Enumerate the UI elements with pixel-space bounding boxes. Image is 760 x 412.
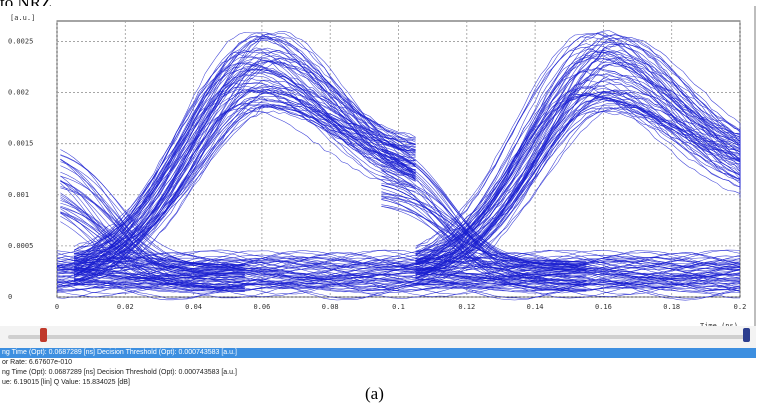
eye-trace [73,88,416,252]
eye-trace [56,252,741,270]
eye-trace [415,57,741,262]
slider-left-handle[interactable] [40,328,47,342]
eye-trace [381,206,587,277]
status-line-decision[interactable]: ng Time (Opt): 0.0687289 [ns] Decision T… [0,368,756,378]
x-tick-label: 0.04 [185,303,202,311]
y-tick-label: 0.0015 [8,140,33,148]
eye-trace [381,165,587,273]
eye-trace [56,279,741,289]
x-tick-label: 0.18 [663,303,680,311]
eye-trace [74,35,416,257]
eye-trace [56,273,741,282]
eye-trace [73,105,416,282]
eye-traces [56,30,741,301]
x-tick-label: 0.14 [527,303,544,311]
slider-track[interactable] [8,335,748,339]
eye-trace [415,55,741,257]
slider-right-handle[interactable] [743,328,750,342]
eye-trace [56,249,741,267]
eye-trace [74,35,416,251]
eye-trace [415,110,741,276]
eye-trace [415,58,741,279]
eye-trace [56,256,741,268]
eye-trace [415,92,741,285]
caption-bottom: (a) [365,384,384,403]
eye-trace [415,46,741,257]
eye-trace [57,268,741,278]
eye-trace [415,34,741,252]
eye-trace [415,34,741,278]
x-tick-label: 0.02 [117,303,134,311]
eye-trace [381,148,587,286]
eye-trace [74,88,416,254]
eye-trace [56,257,741,271]
eye-trace [381,155,587,271]
y-tick-label: 0 [8,293,12,301]
eye-trace [381,196,587,263]
eye-trace [415,104,741,262]
x-tick-label: 0.1 [392,303,405,311]
y-tick-label: 0.001 [8,191,29,199]
eye-trace [73,97,416,271]
eye-trace [74,77,416,261]
eye-trace [60,198,245,281]
y-tick-label: 0.0025 [8,37,33,45]
eye-diagram-window: 0 0.0005 0.001 0.0015 0.002 0.0025 0 0.02 0.04 0… [0,6,756,372]
eye-trace [415,92,741,261]
eye-trace [415,67,741,250]
eye-trace [415,43,741,263]
eye-trace [74,62,416,258]
eye-trace [415,89,741,271]
eye-trace [74,107,416,254]
eye-trace [73,40,416,251]
eye-trace [56,260,741,272]
eye-trace [56,274,741,285]
y-tick-labels: 0 0.0005 0.001 0.0015 0.002 0.0025 [8,37,33,301]
eye-trace [74,68,416,276]
x-tick-labels: 0 0.02 0.04 0.06 0.08 0.1 0.12 0.14 0.16 0.18 0.2 [55,303,746,311]
eye-trace [381,183,587,279]
status-line-decision-selected[interactable]: ng Time (Opt): 0.0687289 [ns] Decision T… [0,348,756,358]
eye-trace [60,187,245,273]
status-line-q-value[interactable]: ue: 6.19015 [lin] Q Value: 15.834025 [dB… [0,378,756,388]
eye-trace [73,69,416,278]
x-tick-label: 0.12 [458,303,475,311]
x-tick-label: 0.06 [253,303,270,311]
time-range-slider[interactable] [0,326,756,348]
eye-trace [381,195,587,266]
eye-trace [56,272,741,290]
eye-trace [74,106,416,275]
eye-trace [56,268,741,289]
x-tick-label: 0.2 [734,303,747,311]
eye-trace [56,266,741,285]
y-tick-label: 0.002 [8,89,29,97]
eye-trace [56,283,741,299]
y-tick-label: 0.0005 [8,242,33,250]
x-tick-label: 0 [55,303,59,311]
eye-trace [56,250,741,268]
eye-trace [56,260,741,269]
eye-trace [56,257,741,277]
status-line-error-rate[interactable]: or Rate: 6.67607e-010 [0,358,756,368]
eye-trace [56,279,741,295]
eye-trace [415,36,741,252]
y-unit-label: [a.u.] [10,14,36,22]
eye-trace [73,68,416,269]
eye-trace [415,85,741,268]
eye-trace [415,33,741,247]
eye-trace [74,56,416,275]
eye-trace [415,48,741,276]
x-tick-label: 0.08 [322,303,339,311]
eye-trace [57,267,741,287]
eye-trace [74,57,416,260]
x-tick-label: 0.16 [595,303,612,311]
eye-trace [56,257,741,266]
eye-trace [56,286,740,294]
